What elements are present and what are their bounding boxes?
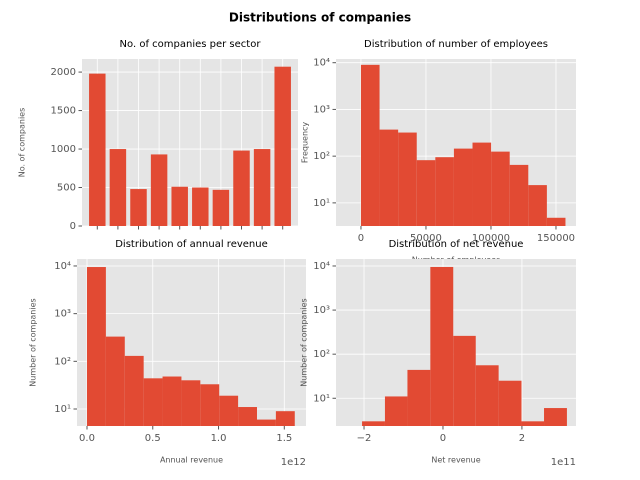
- histogram-bar: [491, 151, 510, 226]
- y-tick-label: 1500: [51, 106, 76, 117]
- x-tick-label: 0: [440, 433, 446, 444]
- subplot-title: Distribution of annual revenue: [115, 239, 268, 250]
- x-tick-label: 0.5: [145, 433, 161, 444]
- x-tick-label: 1.5: [276, 433, 292, 444]
- histogram-bar: [124, 355, 144, 426]
- histogram-bar: [475, 365, 499, 426]
- histogram-bar: [544, 408, 567, 426]
- y-tick-label: 1000: [51, 144, 76, 155]
- x-axis-label: Net revenue: [431, 456, 480, 465]
- histogram-bar: [360, 64, 380, 226]
- histogram-bar: [407, 369, 431, 426]
- histogram-bar: [256, 419, 276, 426]
- histogram-bar: [143, 378, 163, 426]
- histogram-bar: [238, 407, 257, 426]
- histogram-bar: [219, 395, 239, 426]
- y-tick-label: 500: [57, 183, 76, 194]
- x-axis-label: Annual revenue: [160, 456, 223, 465]
- bar: [233, 150, 250, 226]
- y-tick-label: 10⁴: [54, 261, 71, 272]
- histogram-bar: [105, 336, 125, 426]
- histogram-bar: [416, 160, 436, 226]
- bar: [274, 66, 291, 226]
- y-tick-label: 10²: [313, 151, 330, 162]
- x-tick-label: 100000: [472, 233, 510, 244]
- bar: [130, 189, 147, 226]
- histogram-bar: [162, 376, 182, 426]
- y-tick-label: 10⁴: [313, 261, 330, 272]
- histogram-bar: [398, 132, 417, 226]
- y-tick-label: 10²: [313, 349, 330, 360]
- histogram-bar: [384, 396, 408, 426]
- bar: [171, 186, 188, 226]
- histogram-bar: [200, 384, 220, 426]
- histogram-bar: [362, 421, 385, 426]
- y-axis-label: Number of companies: [29, 298, 38, 386]
- y-axis-label: No. of companies: [18, 108, 27, 178]
- figure-title: Distributions of companies: [229, 11, 411, 25]
- subplot-title: Distribution of net revenue: [389, 239, 524, 250]
- x-tick-label: 150000: [537, 233, 575, 244]
- y-tick-label: 10¹: [313, 198, 330, 209]
- subplot-title: Distribution of number of employees: [364, 39, 548, 50]
- y-axis-label: Frequency: [301, 122, 310, 164]
- x-tick-label: 0.0: [79, 433, 95, 444]
- offset-text: 1e12: [281, 457, 306, 468]
- x-tick-label: −2: [357, 433, 372, 444]
- bar: [253, 149, 271, 226]
- histogram-bar: [275, 411, 295, 426]
- y-tick-label: 10²: [54, 356, 71, 367]
- bar: [89, 73, 106, 226]
- x-tick-label: 0: [358, 233, 364, 244]
- histogram-bar: [453, 335, 476, 426]
- y-axis-label: Number of companies: [300, 298, 309, 386]
- histogram-bar: [472, 142, 492, 226]
- x-tick-label: 2: [519, 433, 525, 444]
- histogram-bar: [498, 380, 522, 426]
- bar: [192, 187, 209, 226]
- y-tick-label: 0: [70, 221, 76, 232]
- histogram-bar: [546, 217, 566, 226]
- x-tick-label: 1.0: [211, 433, 227, 444]
- subplot-title: No. of companies per sector: [120, 39, 262, 50]
- y-tick-label: 2000: [51, 67, 76, 78]
- bar: [109, 149, 127, 226]
- histogram-bar: [509, 164, 529, 226]
- y-tick-label: 10³: [313, 305, 330, 316]
- y-tick-label: 10¹: [313, 393, 330, 404]
- histogram-bar: [528, 185, 547, 226]
- histogram-bar: [430, 266, 454, 426]
- histogram-bar: [181, 380, 201, 426]
- bar: [150, 154, 168, 226]
- y-tick-label: 10⁴: [313, 58, 330, 69]
- y-tick-label: 10³: [54, 309, 71, 320]
- x-tick-label: 50000: [410, 233, 442, 244]
- histogram-bar: [86, 267, 106, 426]
- histogram-bar: [379, 129, 399, 226]
- histogram-bar: [435, 157, 454, 226]
- histogram-bar: [521, 421, 545, 426]
- y-tick-label: 10³: [313, 104, 330, 115]
- histogram-bar: [453, 148, 473, 226]
- bar: [212, 189, 230, 226]
- offset-text: 1e11: [551, 457, 576, 468]
- y-tick-label: 10¹: [54, 404, 71, 415]
